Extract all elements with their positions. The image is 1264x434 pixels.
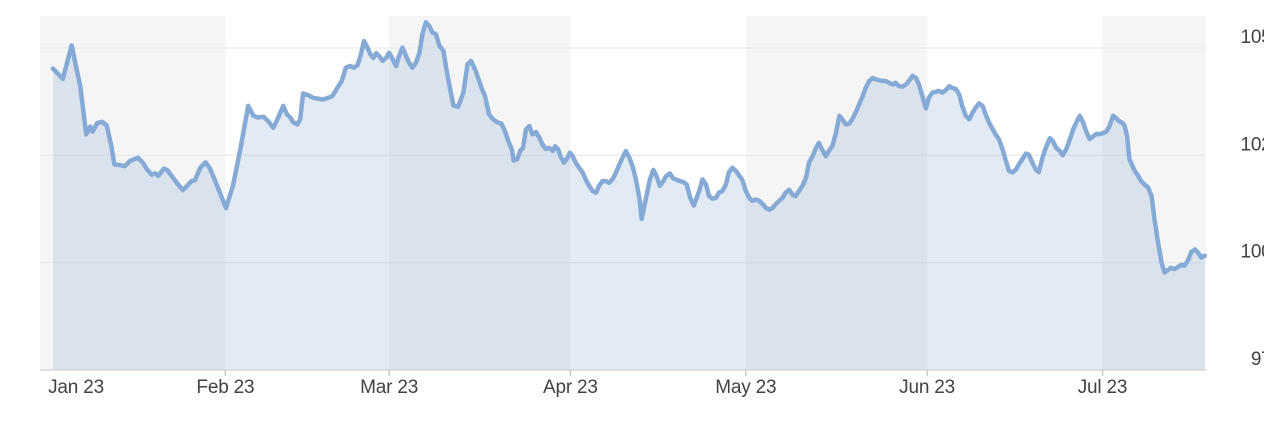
y-tick-label: 100.0 xyxy=(1240,242,1264,263)
x-tick-label: Mar 23 xyxy=(360,377,418,398)
x-tick-label: May 23 xyxy=(715,377,776,398)
y-tick-label: 102.5 xyxy=(1240,134,1264,155)
x-tick-label: Feb 23 xyxy=(196,377,254,398)
month-band xyxy=(1102,16,1206,370)
x-tick-label: Jun 23 xyxy=(899,377,955,398)
chart-canvas: Jan 23 Feb 23 Mar 23 Apr 23 May 23 Jun 23 Jul … xyxy=(40,16,1264,398)
month-band xyxy=(40,16,226,370)
plot-area[interactable] xyxy=(40,16,1206,370)
month-band xyxy=(745,16,928,370)
x-tick-label: Apr 23 xyxy=(543,377,598,398)
series-area xyxy=(52,22,1205,370)
x-tick-label: Jan 23 xyxy=(48,377,104,398)
y-tick-label: 105.0 xyxy=(1240,27,1264,48)
series-line xyxy=(50,19,1208,275)
y-tick-label: 97.5 xyxy=(1251,349,1264,370)
month-band xyxy=(389,16,571,370)
x-tick-label: Jul 23 xyxy=(1078,377,1128,398)
stock-price-chart: Jan 23 Feb 23 Mar 23 Apr 23 May 23 Jun 23 Jul … xyxy=(40,16,1264,418)
